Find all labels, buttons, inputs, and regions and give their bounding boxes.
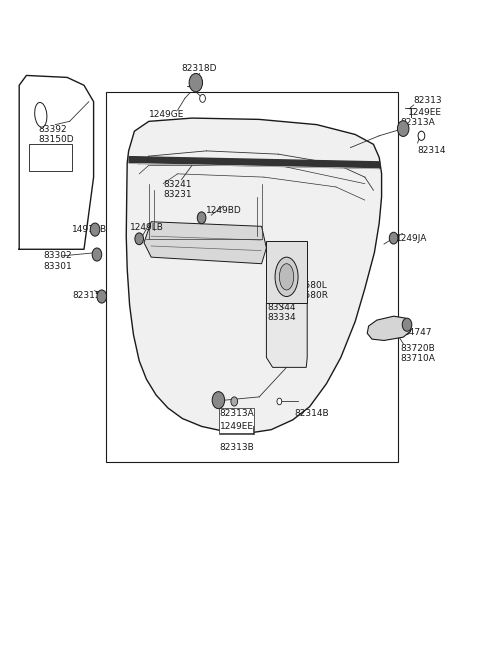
Text: 82313B: 82313B [220, 443, 254, 452]
Bar [106, 92, 398, 462]
Circle shape [277, 398, 282, 405]
Text: 84747: 84747 [403, 328, 432, 337]
Circle shape [97, 290, 107, 303]
Text: 1249GE: 1249GE [149, 110, 184, 119]
Text: 82313A: 82313A [220, 409, 254, 419]
Text: 83344
83334: 83344 83334 [268, 303, 297, 323]
Circle shape [397, 121, 409, 136]
Circle shape [200, 94, 205, 102]
Circle shape [197, 212, 206, 224]
Circle shape [231, 397, 238, 406]
Text: 82314: 82314 [418, 146, 446, 155]
Bar [266, 241, 307, 303]
Text: 82313A: 82313A [400, 118, 435, 127]
Ellipse shape [35, 102, 47, 127]
PathPatch shape [144, 222, 266, 264]
Circle shape [389, 232, 398, 244]
Text: 1249EE: 1249EE [408, 108, 442, 117]
Text: 82314B: 82314B [295, 409, 329, 419]
Text: 83241
83231: 83241 83231 [163, 180, 192, 199]
Ellipse shape [275, 257, 298, 297]
Circle shape [402, 318, 412, 331]
PathPatch shape [266, 303, 307, 367]
Text: 1249LB: 1249LB [130, 223, 164, 232]
Text: 1249BD: 1249BD [206, 206, 242, 215]
Text: 82318D: 82318D [181, 64, 217, 73]
Circle shape [418, 131, 425, 140]
Text: 93580L
93580R: 93580L 93580R [294, 281, 329, 300]
Text: 83302
83301: 83302 83301 [43, 251, 72, 271]
Text: 83720B
83710A: 83720B 83710A [401, 344, 436, 363]
Text: 83392
83150D: 83392 83150D [38, 125, 74, 144]
Text: 82313: 82313 [414, 96, 443, 105]
Circle shape [189, 73, 203, 92]
PathPatch shape [367, 316, 411, 340]
Bar [29, 144, 72, 171]
Circle shape [90, 223, 100, 236]
Text: 1491AB: 1491AB [72, 225, 107, 234]
Ellipse shape [279, 264, 294, 290]
Text: 1249JA: 1249JA [396, 234, 427, 243]
PathPatch shape [126, 118, 382, 433]
Circle shape [135, 233, 144, 245]
Text: 82315A: 82315A [72, 291, 107, 300]
Bar [219, 408, 254, 434]
Text: 1249EE: 1249EE [220, 422, 254, 431]
Circle shape [212, 392, 225, 409]
Circle shape [92, 248, 102, 261]
